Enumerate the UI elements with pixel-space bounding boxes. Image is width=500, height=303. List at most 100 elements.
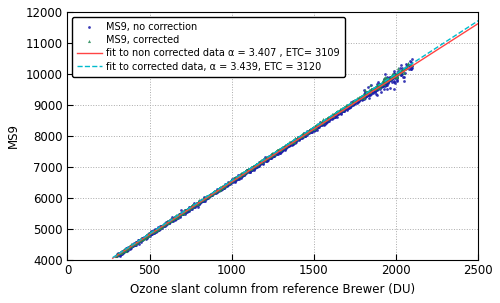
MS9, no correction <box>360 95 368 99</box>
MS9, corrected <box>388 72 396 76</box>
MS9, corrected <box>196 198 204 203</box>
MS9, corrected <box>250 163 258 168</box>
MS9, no correction <box>262 157 270 162</box>
MS9, no correction <box>248 165 256 170</box>
MS9, no correction <box>393 78 401 83</box>
MS9, corrected <box>156 225 164 229</box>
MS9, corrected <box>362 91 370 96</box>
MS9, no correction <box>239 172 247 177</box>
MS9, corrected <box>242 169 250 174</box>
MS9, no correction <box>348 101 356 106</box>
MS9, corrected <box>120 248 128 253</box>
MS9, no correction <box>126 246 134 251</box>
MS9, no correction <box>237 173 245 178</box>
MS9, no correction <box>126 245 134 250</box>
MS9, no correction <box>380 83 388 88</box>
MS9, corrected <box>326 115 334 120</box>
MS9, no correction <box>334 111 342 116</box>
MS9, corrected <box>194 201 202 206</box>
MS9, no correction <box>116 251 124 256</box>
MS9, corrected <box>272 150 280 155</box>
MS9, no correction <box>210 190 218 195</box>
MS9, no correction <box>300 131 308 135</box>
MS9, no correction <box>378 82 386 87</box>
MS9, no correction <box>364 90 372 95</box>
MS9, corrected <box>388 75 396 79</box>
MS9, no correction <box>180 207 188 212</box>
MS9, no correction <box>176 212 184 217</box>
MS9, corrected <box>331 111 339 116</box>
MS9, no correction <box>258 162 266 167</box>
MS9, corrected <box>270 151 278 155</box>
MS9, no correction <box>360 92 368 96</box>
MS9, corrected <box>206 192 214 197</box>
MS9, no correction <box>210 189 218 194</box>
MS9, no correction <box>267 155 275 160</box>
MS9, no correction <box>323 116 331 121</box>
MS9, no correction <box>196 201 203 205</box>
MS9, corrected <box>380 76 388 81</box>
MS9, corrected <box>174 212 182 217</box>
MS9, no correction <box>294 137 302 142</box>
MS9, corrected <box>176 212 184 217</box>
MS9, no correction <box>268 152 276 156</box>
MS9, corrected <box>398 69 406 74</box>
MS9, no correction <box>407 67 415 72</box>
MS9, no correction <box>342 105 349 110</box>
MS9, no correction <box>336 109 344 114</box>
MS9, no correction <box>158 224 166 228</box>
MS9, corrected <box>208 191 216 196</box>
MS9, no correction <box>118 250 126 255</box>
MS9, corrected <box>365 89 373 94</box>
MS9, corrected <box>221 182 229 187</box>
MS9, corrected <box>392 72 400 77</box>
MS9, no correction <box>129 242 137 247</box>
MS9, no correction <box>146 234 154 238</box>
MS9, no correction <box>368 83 376 88</box>
MS9, no correction <box>218 185 226 190</box>
MS9, no correction <box>133 240 141 245</box>
MS9, corrected <box>248 165 256 170</box>
MS9, no correction <box>141 235 149 240</box>
MS9, no correction <box>366 88 374 92</box>
MS9, no correction <box>388 75 396 79</box>
MS9, corrected <box>360 93 368 98</box>
MS9, corrected <box>263 156 271 161</box>
MS9, no correction <box>401 71 409 76</box>
MS9, no correction <box>338 108 346 113</box>
MS9, corrected <box>214 186 222 191</box>
MS9, no correction <box>304 129 312 134</box>
MS9, no correction <box>318 122 326 127</box>
MS9, corrected <box>290 139 298 144</box>
MS9, corrected <box>284 142 292 147</box>
MS9, no correction <box>366 88 374 93</box>
MS9, corrected <box>182 207 190 212</box>
MS9, corrected <box>257 158 265 162</box>
MS9, no correction <box>354 99 362 104</box>
MS9, no correction <box>206 192 214 197</box>
MS9, corrected <box>166 218 174 223</box>
MS9, no correction <box>202 196 210 201</box>
MS9, no correction <box>333 112 341 116</box>
MS9, corrected <box>337 107 345 112</box>
MS9, corrected <box>141 235 149 239</box>
MS9, no correction <box>370 87 378 92</box>
MS9, corrected <box>174 212 182 217</box>
MS9, corrected <box>394 70 402 75</box>
MS9, no correction <box>404 62 411 67</box>
MS9, no correction <box>166 218 174 223</box>
MS9, corrected <box>236 173 244 178</box>
MS9, corrected <box>360 95 368 100</box>
MS9, no correction <box>154 227 162 231</box>
MS9, corrected <box>342 103 350 108</box>
MS9, corrected <box>258 158 266 163</box>
MS9, corrected <box>397 68 405 73</box>
MS9, corrected <box>340 105 348 110</box>
MS9, corrected <box>195 199 203 204</box>
MS9, no correction <box>320 121 328 125</box>
MS9, no correction <box>272 152 280 156</box>
MS9, corrected <box>391 71 399 76</box>
MS9, corrected <box>366 90 374 95</box>
MS9, corrected <box>332 109 340 114</box>
MS9, no correction <box>268 153 276 158</box>
